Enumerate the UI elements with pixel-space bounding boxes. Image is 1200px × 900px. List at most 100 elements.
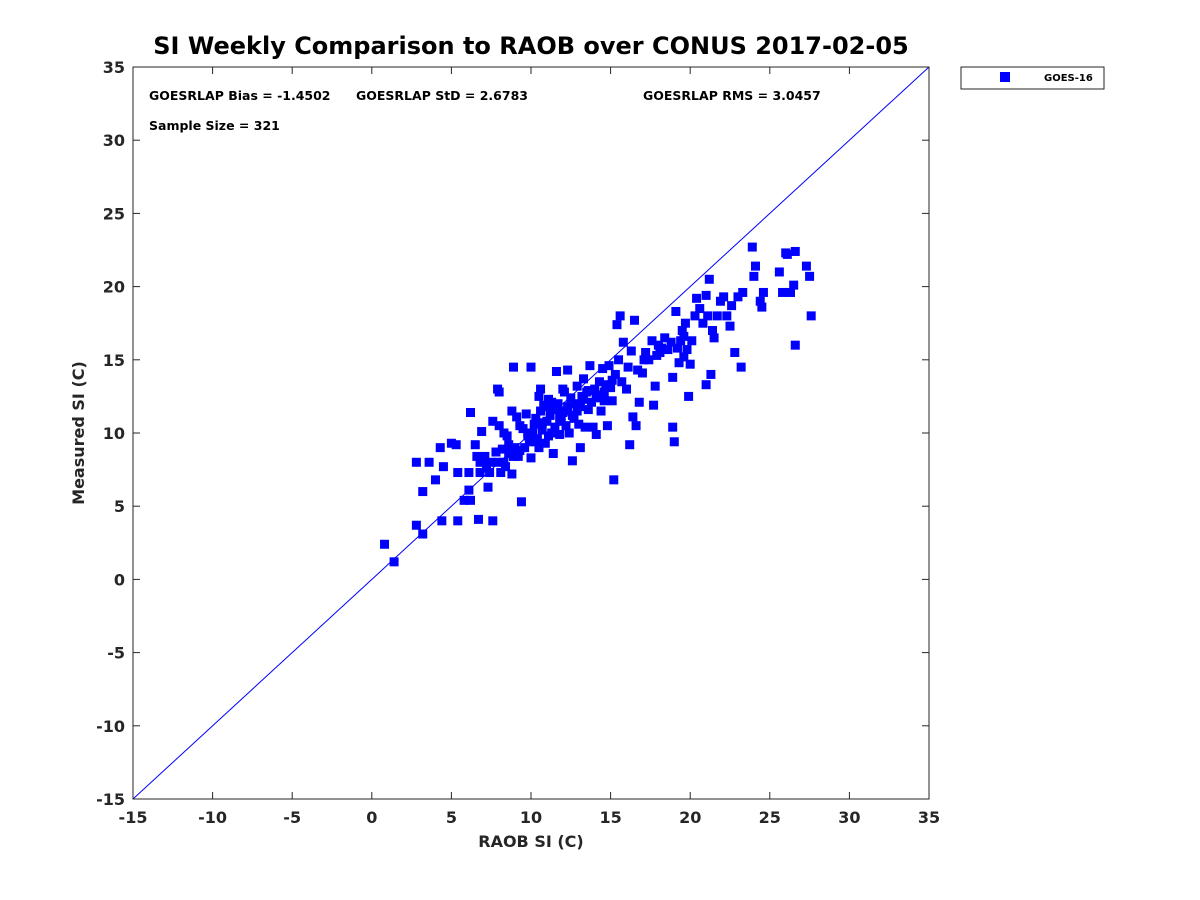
data-point-70: [540, 438, 550, 448]
data-point-18: [464, 468, 474, 478]
data-point-166: [706, 369, 716, 379]
data-point-186: [778, 287, 788, 297]
sample-size-annotation: Sample Size = 321: [149, 118, 280, 133]
data-point-159: [692, 293, 702, 303]
y-tick-label-0: -15: [96, 790, 125, 809]
data-point-131: [633, 365, 643, 375]
data-point-181: [750, 261, 760, 271]
std-annotation: GOESRLAP StD = 2.6783: [356, 88, 528, 103]
data-point-80: [553, 399, 563, 409]
data-point-32: [488, 516, 498, 526]
data-point-65: [534, 443, 544, 453]
data-point-182: [755, 296, 765, 306]
data-point-37: [494, 421, 504, 431]
data-point-53: [518, 424, 528, 434]
data-point-112: [599, 387, 609, 397]
data-point-46: [508, 362, 518, 372]
data-point-204: [542, 402, 552, 412]
y-tick-label-1: -10: [96, 717, 125, 736]
data-point-161: [698, 318, 708, 328]
data-point-144: [666, 337, 676, 347]
x-tick-label-1: -10: [198, 808, 227, 827]
data-point-208: [567, 410, 577, 420]
data-point-130: [631, 421, 641, 431]
data-point-218: [679, 331, 689, 341]
data-point-75: [547, 428, 557, 438]
data-point-156: [684, 391, 694, 401]
y-axis-label: Measured SI (C): [69, 361, 88, 505]
data-point-178: [738, 287, 748, 297]
data-point-42: [502, 431, 512, 441]
x-tick-label-9: 30: [838, 808, 860, 827]
data-point-132: [634, 397, 644, 407]
data-point-202: [531, 437, 541, 447]
data-point-119: [610, 369, 620, 379]
data-point-59: [526, 453, 536, 463]
data-point-183: [757, 302, 767, 312]
y-tick-label-4: 5: [114, 497, 125, 516]
data-point-74: [545, 410, 555, 420]
data-point-26: [480, 451, 490, 461]
data-point-68: [537, 425, 547, 435]
data-point-124: [618, 337, 628, 347]
data-point-38: [496, 468, 506, 478]
data-point-148: [671, 306, 681, 316]
data-point-189: [785, 287, 795, 297]
data-point-17: [466, 495, 476, 505]
data-point-89: [564, 428, 574, 438]
data-point-78: [550, 422, 560, 432]
data-point-136: [647, 336, 657, 346]
data-point-180: [749, 271, 759, 281]
y-tick-label-2: -5: [107, 644, 125, 663]
data-point-192: [790, 340, 800, 350]
data-point-12: [451, 440, 461, 450]
data-point-215: [623, 362, 633, 372]
data-point-4: [411, 457, 421, 467]
data-point-0: [380, 539, 390, 549]
data-point-123: [617, 377, 627, 387]
data-point-13: [453, 516, 463, 526]
data-point-147: [669, 437, 679, 447]
data-point-175: [730, 347, 740, 357]
data-point-1: [389, 557, 399, 567]
y-axis-ticks: -15 -10 -5 0 5 10 15 20 25 30 35: [96, 58, 929, 809]
data-point-67: [536, 406, 546, 416]
data-point-117: [607, 396, 617, 406]
data-point-58: [526, 362, 536, 372]
data-points: [380, 242, 816, 567]
data-point-201: [523, 428, 533, 438]
data-point-52: [516, 497, 526, 507]
data-point-54: [520, 443, 530, 453]
data-point-39: [497, 444, 507, 454]
data-point-107: [591, 429, 601, 439]
x-tick-label-8: 25: [759, 808, 781, 827]
data-point-146: [668, 422, 678, 432]
data-point-5: [418, 487, 428, 497]
data-point-211: [583, 386, 593, 396]
data-point-64: [534, 391, 544, 401]
data-point-217: [655, 347, 665, 357]
data-point-212: [591, 390, 601, 400]
data-point-153: [679, 352, 689, 362]
data-point-114: [602, 421, 612, 431]
data-point-36: [494, 387, 504, 397]
data-point-145: [668, 372, 678, 382]
data-point-62: [531, 413, 541, 423]
data-point-47: [508, 451, 518, 461]
data-point-209: [572, 406, 582, 416]
x-tick-label-6: 15: [599, 808, 621, 827]
data-point-177: [736, 362, 746, 372]
data-point-104: [586, 397, 596, 407]
data-point-19: [466, 408, 476, 418]
data-point-190: [789, 280, 799, 290]
data-point-21: [472, 451, 482, 461]
legend: GOES-16: [960, 66, 1105, 90]
data-point-165: [704, 274, 714, 284]
data-point-213: [599, 396, 609, 406]
data-point-154: [680, 318, 690, 328]
data-point-197: [481, 463, 491, 473]
data-point-22: [473, 514, 483, 524]
data-point-15: [459, 495, 469, 505]
data-point-216: [639, 355, 649, 365]
y-tick-label-3: 0: [114, 570, 125, 589]
